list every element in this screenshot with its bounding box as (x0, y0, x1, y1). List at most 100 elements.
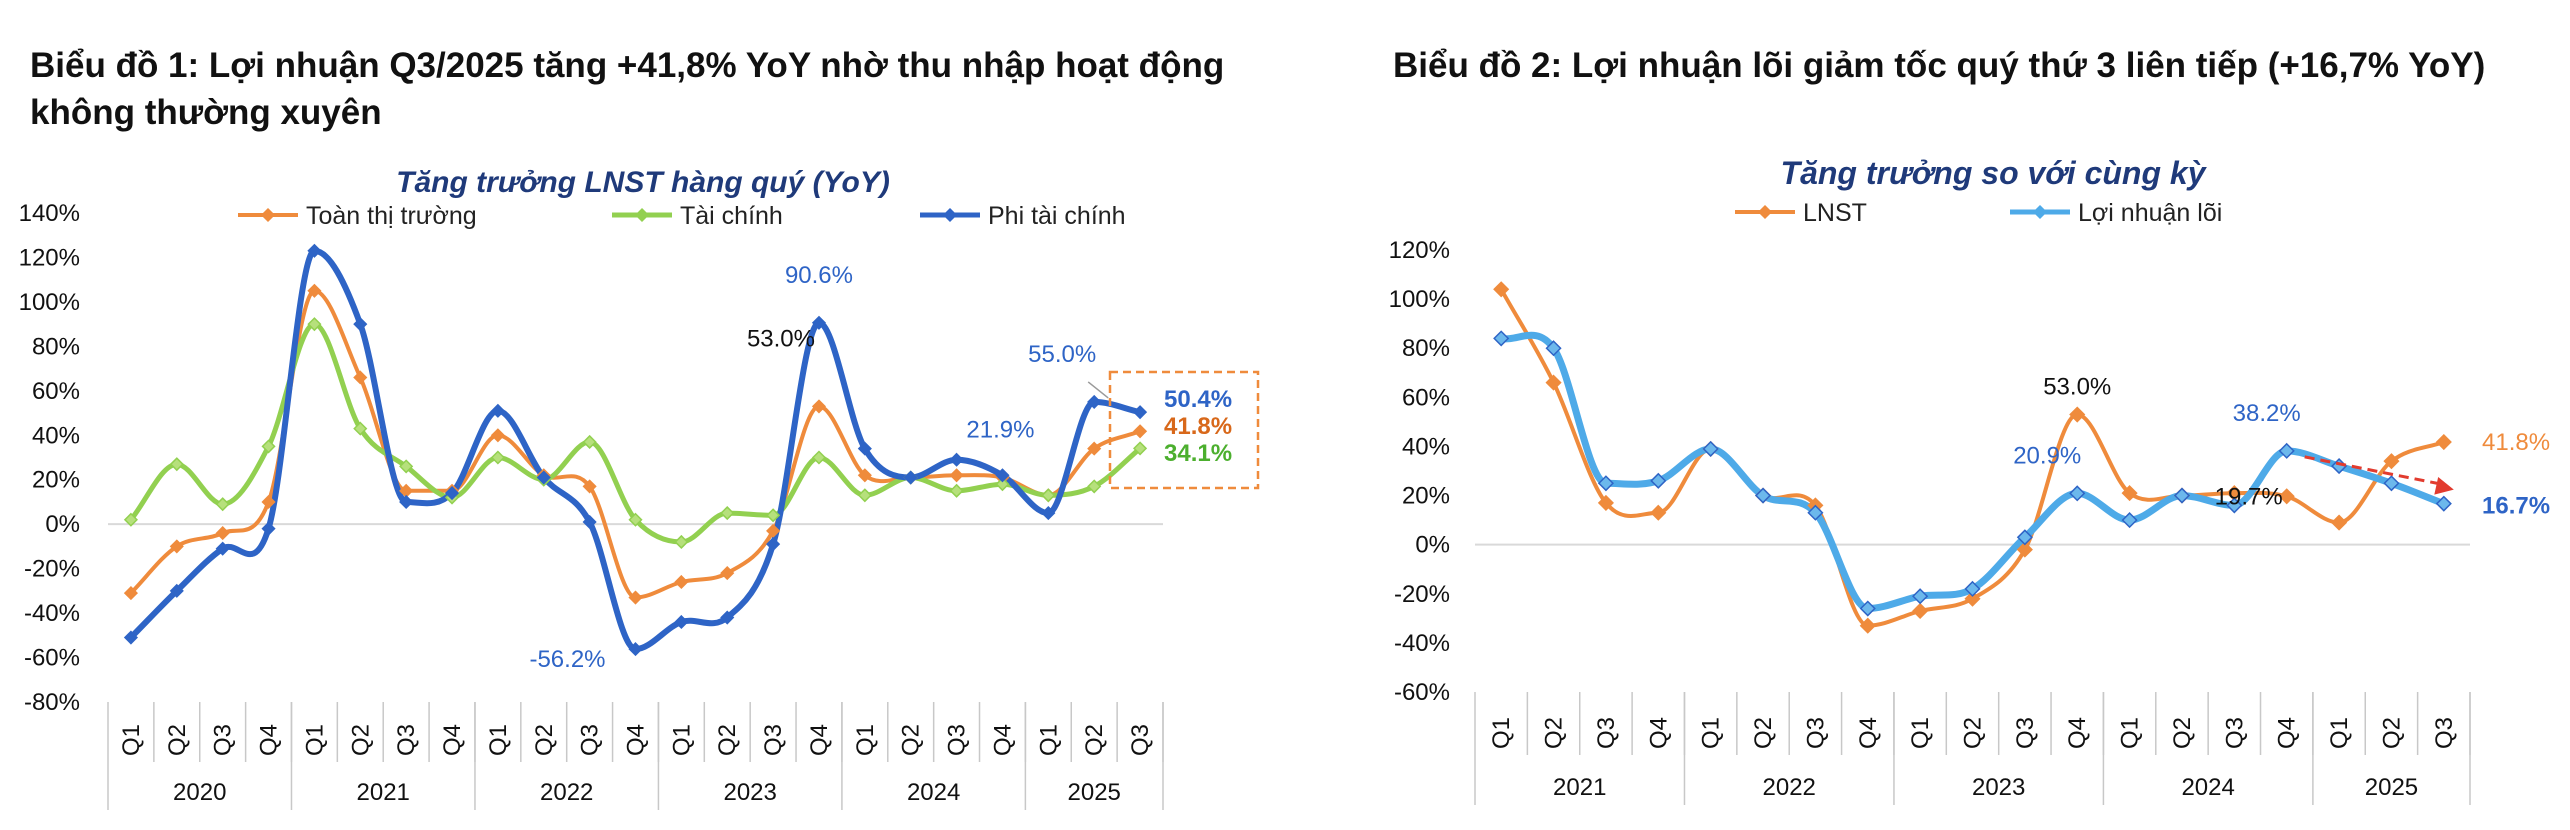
data-point (169, 583, 184, 598)
y-tick-label: -40% (1394, 630, 1450, 657)
legend-label-phi-tai-chinh: Phi tài chính (988, 202, 1126, 230)
data-point (2069, 406, 2086, 423)
y-tick-label: 0% (45, 511, 80, 538)
data-point (2121, 512, 2138, 529)
end-value-label: 41.8% (1164, 413, 1232, 440)
data-label: 21.9% (966, 417, 1034, 444)
trend-arrow-head (2434, 477, 2454, 495)
legend-marker-lnst (1757, 204, 1773, 220)
x-tick-label: Q2 (347, 724, 374, 756)
data-point (811, 450, 827, 465)
year-label: 2022 (1763, 774, 1816, 801)
x-tick-label: Q3 (2431, 717, 2458, 749)
x-tick-label: Q4 (2274, 717, 2301, 749)
data-point (766, 537, 781, 552)
data-point (1650, 504, 1667, 521)
data-label: 38.2% (2233, 400, 2301, 427)
data-point (1754, 487, 1772, 504)
y-tick-label: 80% (32, 333, 80, 360)
y-tick-label: 120% (19, 244, 80, 271)
x-tick-label: Q1 (2117, 717, 2144, 749)
year-label: 2022 (540, 779, 593, 806)
y-tick-label: -60% (1394, 679, 1450, 706)
y-tick-label: -20% (24, 556, 80, 583)
data-point (399, 459, 414, 474)
data-point (1545, 340, 1562, 357)
data-point (582, 434, 597, 450)
data-point (2435, 495, 2452, 512)
y-tick-label: -80% (24, 689, 80, 716)
legend-marker-phi-tai-chinh (942, 207, 958, 223)
x-tick-label: Q4 (439, 724, 466, 756)
legend-label-loi-nhuan-loi: Lợi nhuận lõi (2078, 199, 2222, 227)
x-tick-label: Q4 (256, 724, 283, 756)
data-point (353, 421, 368, 436)
y-tick-label: 60% (32, 378, 80, 405)
data-point (766, 523, 781, 538)
data-point (720, 566, 735, 581)
data-point (536, 470, 551, 485)
data-point (857, 468, 872, 483)
data-point (2173, 487, 2191, 504)
data-point (903, 470, 918, 485)
y-tick-label: 80% (1402, 335, 1450, 362)
data-point (1087, 441, 1102, 456)
x-tick-label: Q2 (898, 724, 925, 756)
data-point (215, 541, 230, 556)
data-point (1964, 580, 1981, 597)
x-tick-label: Q2 (1960, 717, 1987, 749)
x-tick-label: Q4 (806, 724, 833, 756)
data-point (720, 610, 735, 625)
data-point (2278, 442, 2295, 459)
x-tick-label: Q1 (668, 724, 695, 756)
data-point (857, 441, 872, 456)
data-point (2121, 485, 2138, 502)
x-tick-label: Q4 (989, 724, 1016, 756)
data-label: 55.0% (1028, 341, 1096, 368)
data-point (2016, 541, 2033, 558)
data-label: 20.9% (2013, 442, 2081, 469)
x-tick-label: Q1 (1488, 717, 1515, 749)
legend-marker-toan-thi-truong (260, 207, 276, 223)
end-value-label: 34.1% (1164, 440, 1232, 467)
series-line-phi-tai-chinh (127, 247, 1144, 653)
x-tick-label: Q2 (1081, 724, 1108, 756)
data-point (811, 315, 827, 330)
year-label: 2020 (173, 779, 226, 806)
y-tick-label: 40% (32, 422, 80, 449)
data-point (857, 488, 872, 503)
data-point (995, 468, 1010, 483)
data-point (261, 494, 276, 510)
data-point (1545, 374, 1562, 391)
year-label: 2025 (2365, 774, 2418, 801)
data-point (582, 514, 597, 530)
y-tick-label: 20% (1402, 483, 1450, 510)
x-tick-label: Q2 (164, 724, 191, 756)
x-tick-label: Q1 (301, 724, 328, 756)
data-point (1702, 440, 1719, 457)
data-point (261, 439, 276, 454)
data-point (1087, 394, 1102, 409)
data-point (307, 243, 322, 258)
legend-label-toan-thi-truong: Toàn thị trường (306, 202, 477, 230)
data-point (353, 317, 368, 332)
data-point (1859, 600, 1876, 617)
end-value-label: 16.7% (2482, 493, 2550, 520)
data-point (2278, 488, 2295, 505)
series-line-lnst (1499, 287, 2446, 628)
x-tick-label: Q1 (852, 724, 879, 756)
data-point (490, 428, 505, 443)
y-tick-label: 140% (19, 200, 80, 227)
data-point (2226, 497, 2243, 514)
data-point (674, 614, 689, 630)
data-point (1964, 590, 1981, 607)
year-label: 2021 (1553, 774, 1606, 801)
data-point (123, 586, 138, 601)
data-point (582, 479, 597, 494)
y-tick-label: 60% (1402, 384, 1450, 411)
data-point (1041, 506, 1056, 521)
data-point (628, 512, 643, 527)
data-point (2435, 433, 2452, 451)
y-tick-label: -20% (1394, 581, 1450, 608)
